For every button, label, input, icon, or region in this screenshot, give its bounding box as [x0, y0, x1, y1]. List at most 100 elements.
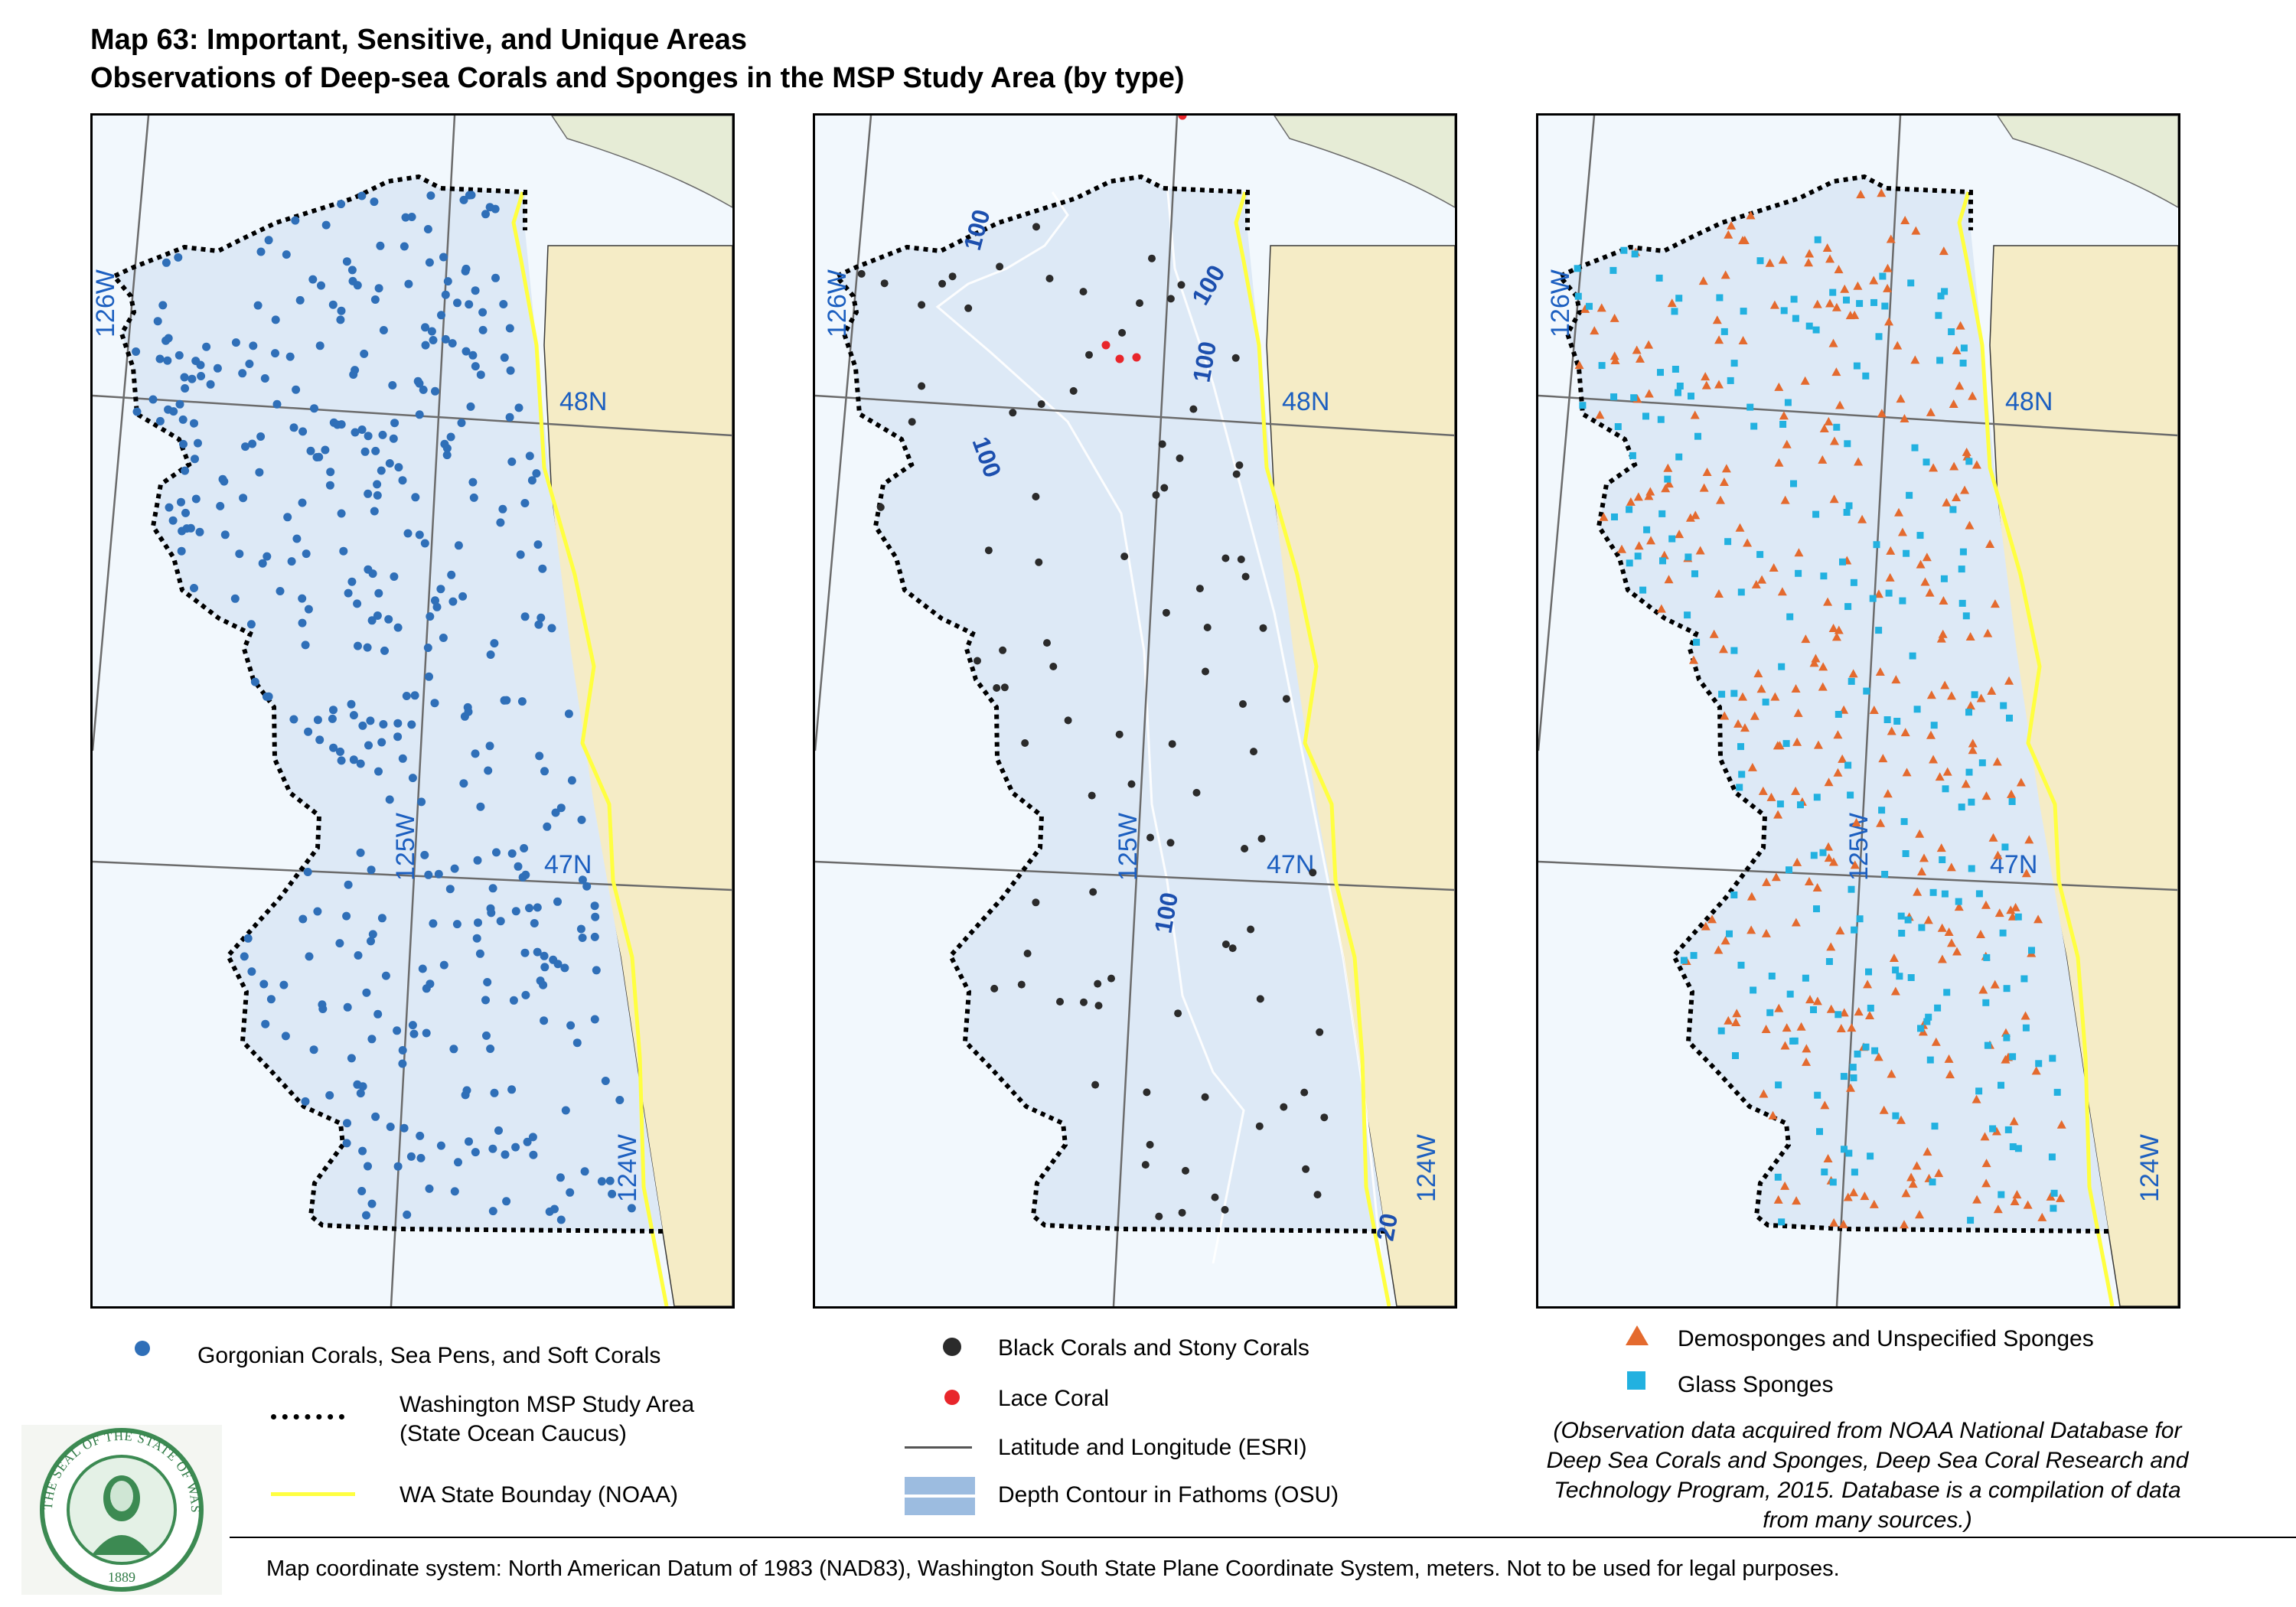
- footer-coordinate-note: Map coordinate system: North American Da…: [266, 1556, 1840, 1581]
- gorgonian-coral-marker: [431, 596, 439, 605]
- gorgonian-coral-marker: [592, 966, 601, 975]
- demosponge-marker: [1920, 577, 1930, 586]
- glass-sponge-marker: [1989, 1125, 1997, 1133]
- gorgonian-coral-marker: [408, 774, 417, 783]
- demosponge-marker: [2006, 789, 2016, 798]
- demosponge-marker: [1874, 1052, 1883, 1061]
- gorgonian-coral-marker: [132, 407, 142, 416]
- demosponge-marker: [1747, 762, 1757, 771]
- gorgonian-coral-marker: [364, 565, 373, 574]
- demosponge-marker: [1804, 876, 1814, 885]
- glass-sponge-marker: [1675, 389, 1681, 396]
- demosponge-marker: [1949, 461, 1959, 471]
- gorgonian-coral-marker: [349, 370, 358, 379]
- black-coral-marker: [1300, 1088, 1309, 1097]
- gorgonian-coral-marker: [492, 848, 501, 857]
- black-coral-marker: [1089, 888, 1097, 896]
- glass-sponge-marker: [1730, 360, 1738, 367]
- demosponge-marker: [1792, 737, 1802, 746]
- demosponge-marker: [1893, 507, 1903, 517]
- demosponge-marker: [1828, 338, 1838, 347]
- gorgonian-coral-marker: [343, 1002, 352, 1012]
- demosponge-marker: [1828, 624, 1838, 633]
- gorgonian-coral-marker: [168, 516, 178, 525]
- glass-sponge-marker: [1881, 302, 1889, 310]
- demosponge-marker: [1719, 478, 1729, 487]
- black-coral-marker: [1189, 405, 1198, 413]
- gorgonian-coral-marker: [148, 395, 158, 404]
- demosponge-marker: [1685, 513, 1695, 522]
- glass-sponge-marker: [1998, 1081, 2004, 1089]
- demosponge-marker: [2033, 914, 2043, 924]
- glass-sponge-marker: [1930, 722, 1938, 729]
- demosponge-marker: [1901, 1188, 1911, 1198]
- gorgonian-coral-marker: [360, 349, 369, 358]
- demosponge-marker: [1809, 658, 1819, 667]
- glass-sponge-marker: [1940, 575, 1948, 582]
- demosponge-marker: [1617, 544, 1627, 553]
- gorgonian-coral-marker: [276, 587, 285, 595]
- demosponge-marker: [1646, 536, 1656, 545]
- gorgonian-coral-marker: [538, 564, 547, 573]
- gorgonian-coral-marker: [437, 311, 445, 320]
- latlon-grid: [815, 116, 1455, 1306]
- demosponge-marker: [1954, 902, 1964, 911]
- legend-depth-contour-symbol: [905, 1477, 975, 1515]
- gorgonian-coral-marker: [318, 1000, 327, 1009]
- gorgonian-coral-marker: [572, 1038, 582, 1048]
- glass-sponge-marker: [1875, 627, 1883, 634]
- gorgonian-coral-marker: [264, 236, 273, 245]
- gorgonian-coral-marker: [518, 872, 527, 882]
- gorgonian-coral-marker: [370, 197, 379, 207]
- demosponge-marker: [1990, 599, 2000, 608]
- demosponge-marker: [1634, 541, 1644, 550]
- lace-coral-observations: [1101, 116, 1187, 363]
- demosponge-marker: [1753, 669, 1763, 678]
- glass-sponge-marker: [1750, 986, 1757, 994]
- glass-sponge-marker: [1931, 1123, 1939, 1130]
- gorgonian-coral-marker: [328, 300, 338, 309]
- glass-sponge-marker: [1843, 509, 1851, 516]
- demosponge-marker: [1834, 625, 1844, 634]
- glass-sponge-marker: [1844, 603, 1852, 611]
- gorgonian-coral-marker: [235, 549, 244, 559]
- gorgonian-coral-marker: [364, 489, 373, 498]
- gorgonian-coral-marker: [379, 326, 388, 334]
- glass-sponge-marker: [1730, 892, 1738, 898]
- glass-sponge-marker: [1737, 743, 1744, 751]
- black-coral-marker: [1079, 288, 1088, 296]
- glass-sponge-marker: [1847, 791, 1854, 799]
- demosponge-marker: [1944, 927, 1954, 937]
- glass-sponge-marker: [1853, 362, 1861, 370]
- latlon-grid: [1538, 116, 2178, 1306]
- demosponge-marker: [1848, 669, 1858, 678]
- gorgonian-coral-marker: [421, 323, 429, 332]
- gorgonian-coral-marker: [385, 795, 394, 804]
- demosponge-marker: [1836, 1024, 1846, 1033]
- gorgonian-coral-marker: [419, 385, 428, 394]
- gorgonian-coral-marker: [177, 546, 186, 556]
- demosponge-marker: [1829, 436, 1839, 445]
- gorgonian-coral-marker: [578, 934, 587, 942]
- gorgonian-coral-marker: [374, 284, 383, 293]
- demosponge-marker: [1912, 1161, 1922, 1170]
- gorgonian-coral-marker: [501, 1150, 510, 1159]
- gorgonian-coral-marker: [362, 988, 371, 997]
- glass-sponge-marker: [1941, 890, 1949, 898]
- demosponge-marker: [1946, 691, 1956, 700]
- glass-sponge-marker: [1720, 328, 1728, 335]
- demosponge-marker: [1878, 754, 1888, 763]
- demosponge-marker: [1757, 575, 1767, 584]
- gorgonian-coral-marker: [255, 468, 264, 477]
- study-area-fill: [837, 177, 1385, 1231]
- gorgonian-coral-marker: [282, 250, 291, 259]
- black-coral-marker: [1000, 683, 1009, 692]
- demosponge-marker: [1945, 1070, 1955, 1079]
- gorgonian-coral-marker: [534, 620, 543, 629]
- gorgonian-coral-marker: [415, 410, 424, 419]
- demosponge-marker: [1934, 1169, 1944, 1178]
- demosponge-marker: [1691, 510, 1701, 520]
- black-coral-marker: [1045, 275, 1054, 282]
- gorgonian-coral-marker: [373, 1009, 383, 1019]
- demosponge-marker: [2004, 676, 2014, 685]
